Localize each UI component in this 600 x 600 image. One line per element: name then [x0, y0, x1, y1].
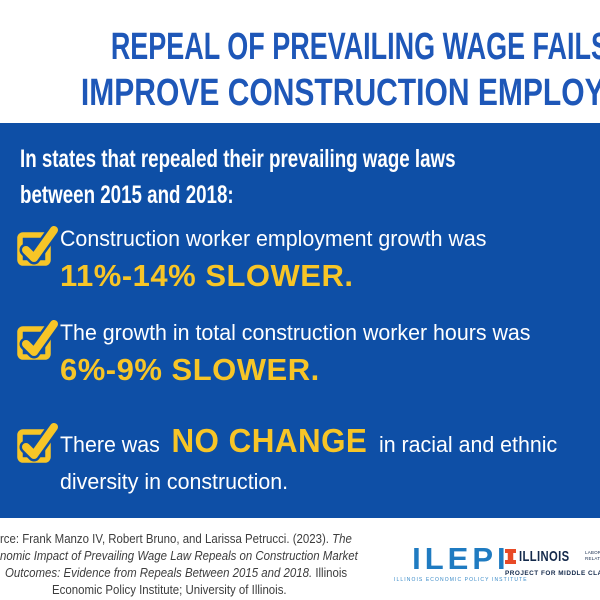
dept-line-1: LABOR & EMPL [585, 550, 600, 555]
ilepi-wordmark: ILEPI [412, 541, 510, 576]
citation-text-italic: nomic Impact of Prevailing Wage Law Repe… [0, 548, 358, 563]
citation-text-italic: The [332, 531, 352, 546]
checkbox-checked-icon [17, 223, 60, 266]
checkbox-checked-icon [17, 420, 60, 463]
dept-line-2: RELATIONS [585, 555, 600, 561]
citation-line-4: Economic Policy Institute; University of… [52, 581, 287, 598]
bullet-diversity: There was NO CHANGE in racial and ethnic… [16, 419, 600, 500]
bullet-pre-text: There was [60, 432, 160, 457]
bullet-mixed-text: There was NO CHANGE in racial and ethnic… [60, 422, 600, 500]
bullet-lead-text: Construction worker employment growth wa… [60, 226, 487, 251]
citation-text-italic: Outcomes: Evidence from Repeals Between … [5, 565, 313, 580]
title-line-1: REPEAL OF PREVAILING WAGE FAILS TO [110, 26, 600, 68]
citation-line-1: rce: Frank Manzo IV, Robert Bruno, and L… [0, 530, 352, 547]
title-line-2: IMPROVE CONSTRUCTION EMPLOYMENT [80, 72, 600, 114]
intro-statement: In states that repealed their prevailing… [20, 145, 456, 209]
checkbox-checked-icon [17, 317, 60, 360]
bullet-highlight-stat: 6%-9% SLOWER. [60, 352, 320, 387]
bullet-lead-text: The growth in total construction worker … [60, 320, 531, 345]
illinois-dept-label: LABOR & EMPL RELATIONS [585, 550, 600, 561]
citation-text: rce: Frank Manzo IV, Robert Bruno, and L… [0, 531, 333, 546]
illinois-logo: ILLINOIS LABOR & EMPL RELATIONS PROJECT … [505, 548, 600, 577]
citation-text: Economic Policy Institute; University of… [52, 582, 287, 597]
content-panel: In states that repealed their prevailing… [0, 123, 600, 518]
page-title: REPEAL OF PREVAILING WAGE FAILS TO IMPRO… [0, 24, 600, 116]
ilepi-logo: ILEPI ILLINOIS ECONOMIC POLICY INSTITUTE [394, 543, 528, 583]
bullet-post-text: in racial and ethnic diversity in constr… [60, 432, 558, 494]
bullet-highlight-stat: NO CHANGE [171, 422, 368, 459]
illinois-project-label: PROJECT FOR MIDDLE CLASS REN [505, 570, 600, 577]
citation-line-3: Outcomes: Evidence from Repeals Between … [5, 564, 347, 581]
bullet-highlight-stat: 11%-14% SLOWER. [60, 258, 354, 293]
citation-line-2: nomic Impact of Prevailing Wage Law Repe… [0, 547, 358, 564]
citation-text: Illinois [312, 565, 348, 580]
ilepi-tagline: ILLINOIS ECONOMIC POLICY INSTITUTE [394, 577, 528, 583]
bullet-employment-growth: Construction worker employment growth wa… [16, 222, 509, 295]
block-i-icon [505, 549, 516, 564]
illinois-wordmark: ILLINOIS [519, 548, 570, 565]
bullet-worker-hours: The growth in total construction worker … [16, 316, 555, 389]
